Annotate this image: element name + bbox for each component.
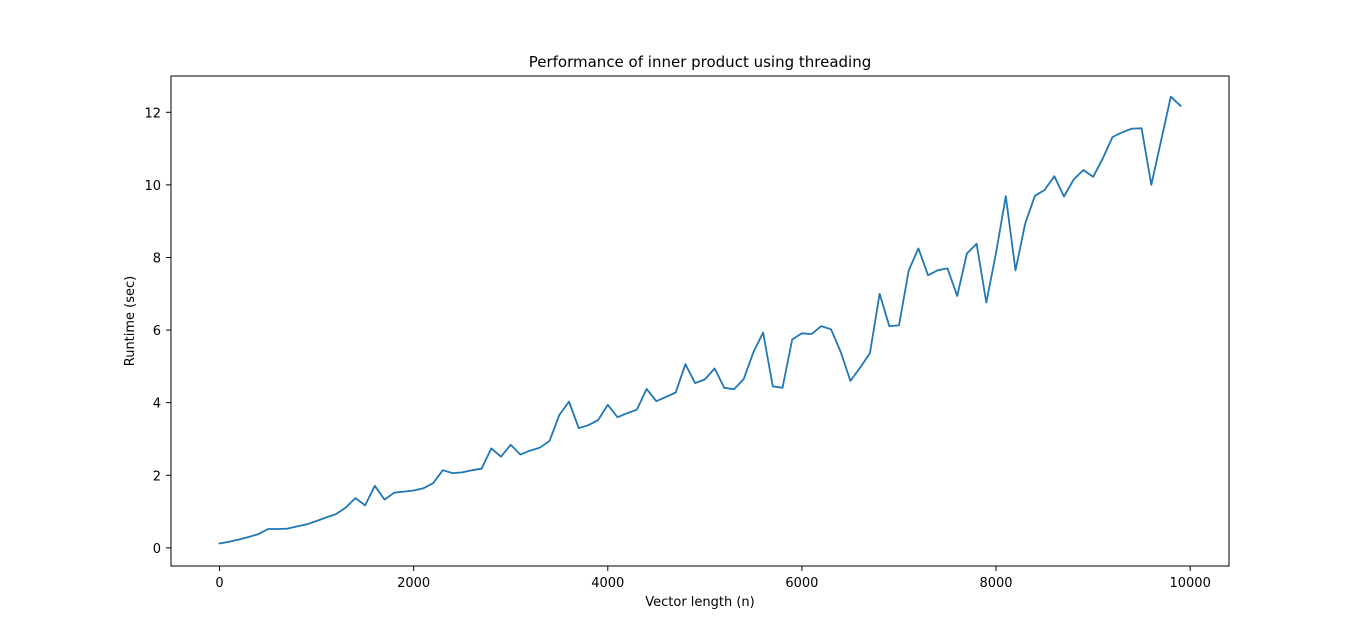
y-tick-label: 2 [153, 469, 161, 484]
x-tick-label: 4000 [591, 576, 624, 591]
y-tick-label: 10 [144, 179, 161, 194]
y-axis-label: Runtime (sec) [123, 276, 138, 367]
x-tick-label: 0 [215, 576, 223, 591]
axes-frame [170, 75, 1230, 567]
chart-title: Performance of inner product using threa… [529, 53, 872, 71]
series-line-0 [218, 95, 1182, 545]
y-tick-label: 6 [153, 324, 161, 339]
plot-area [218, 95, 1182, 545]
x-tick-label: 8000 [979, 576, 1012, 591]
x-axis-label: Vector length (n) [645, 595, 755, 610]
axis-ticks: 0 2000 4000 6000 8000 10000 0 2 4 6 8 10 12 [144, 106, 1210, 591]
y-tick-label: 0 [153, 542, 161, 557]
y-tick-label: 12 [144, 106, 161, 121]
y-tick-label: 8 [153, 251, 161, 266]
x-tick-label: 6000 [785, 576, 818, 591]
x-tick-label: 10000 [1169, 576, 1210, 591]
y-tick-label: 4 [153, 397, 161, 412]
x-tick-label: 2000 [397, 576, 430, 591]
